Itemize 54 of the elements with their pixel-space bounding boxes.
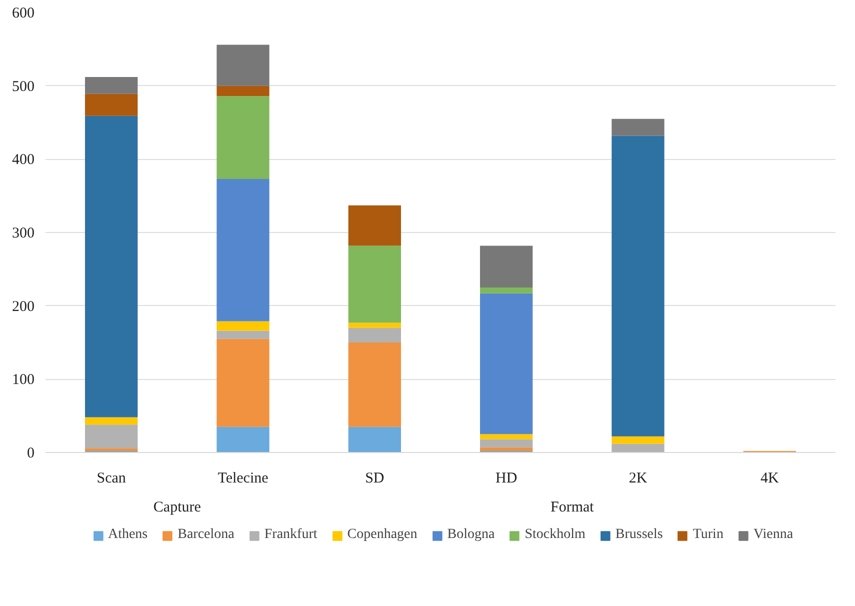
bar xyxy=(85,417,138,425)
bar xyxy=(85,448,138,452)
x-tick-label: HD xyxy=(496,470,518,486)
bar xyxy=(216,44,270,86)
bar xyxy=(85,94,138,116)
y-tick-label: 100 xyxy=(12,372,34,388)
legend-label: Athens xyxy=(108,527,148,543)
bar xyxy=(216,321,270,331)
y-tick-label: 0 xyxy=(27,446,34,462)
x-tick-label: SD xyxy=(365,470,384,486)
bar xyxy=(348,328,401,342)
x-tick-label: Scan xyxy=(96,470,126,486)
x-tick-label: 4K xyxy=(760,470,779,486)
bar xyxy=(348,246,401,323)
bar xyxy=(216,86,270,96)
bar xyxy=(216,330,270,339)
bar xyxy=(348,426,401,452)
bar xyxy=(480,434,533,440)
legend-label: Vienna xyxy=(753,527,794,543)
bar xyxy=(480,293,533,434)
bar xyxy=(348,205,401,246)
legend-label: Turin xyxy=(692,527,724,543)
bar xyxy=(348,342,401,427)
bar xyxy=(85,424,138,448)
bar xyxy=(612,436,664,444)
bar xyxy=(85,77,138,94)
bar xyxy=(480,246,533,288)
bar xyxy=(612,136,664,436)
y-tick-label: 300 xyxy=(12,226,34,242)
text: Capture xyxy=(153,500,202,516)
bar xyxy=(480,439,533,448)
legend-label: Copenhagen xyxy=(347,527,418,543)
legend-label: Barcelona xyxy=(178,527,234,543)
bar xyxy=(216,96,270,179)
y-tick-label: 600 xyxy=(12,6,34,22)
bar xyxy=(216,178,270,322)
bar xyxy=(612,444,664,452)
bar xyxy=(85,116,138,418)
bar xyxy=(612,118,664,136)
y-tick-label: 500 xyxy=(12,78,34,95)
bar xyxy=(480,447,533,452)
x-tick-label: Telecine xyxy=(218,470,269,486)
bar xyxy=(480,288,533,294)
legend-label: Stockholm xyxy=(524,527,586,543)
bar xyxy=(216,426,270,452)
legend-label: Brussels xyxy=(615,527,663,543)
bar xyxy=(348,322,401,328)
legend-label: Bologna xyxy=(447,527,495,543)
text: Format xyxy=(550,500,595,516)
x-tick-label: 2K xyxy=(628,470,648,486)
y-tick-label: 400 xyxy=(12,152,34,168)
y-tick-label: 200 xyxy=(12,298,34,315)
legend-label: Frankfurt xyxy=(264,527,318,543)
bar xyxy=(216,338,270,427)
